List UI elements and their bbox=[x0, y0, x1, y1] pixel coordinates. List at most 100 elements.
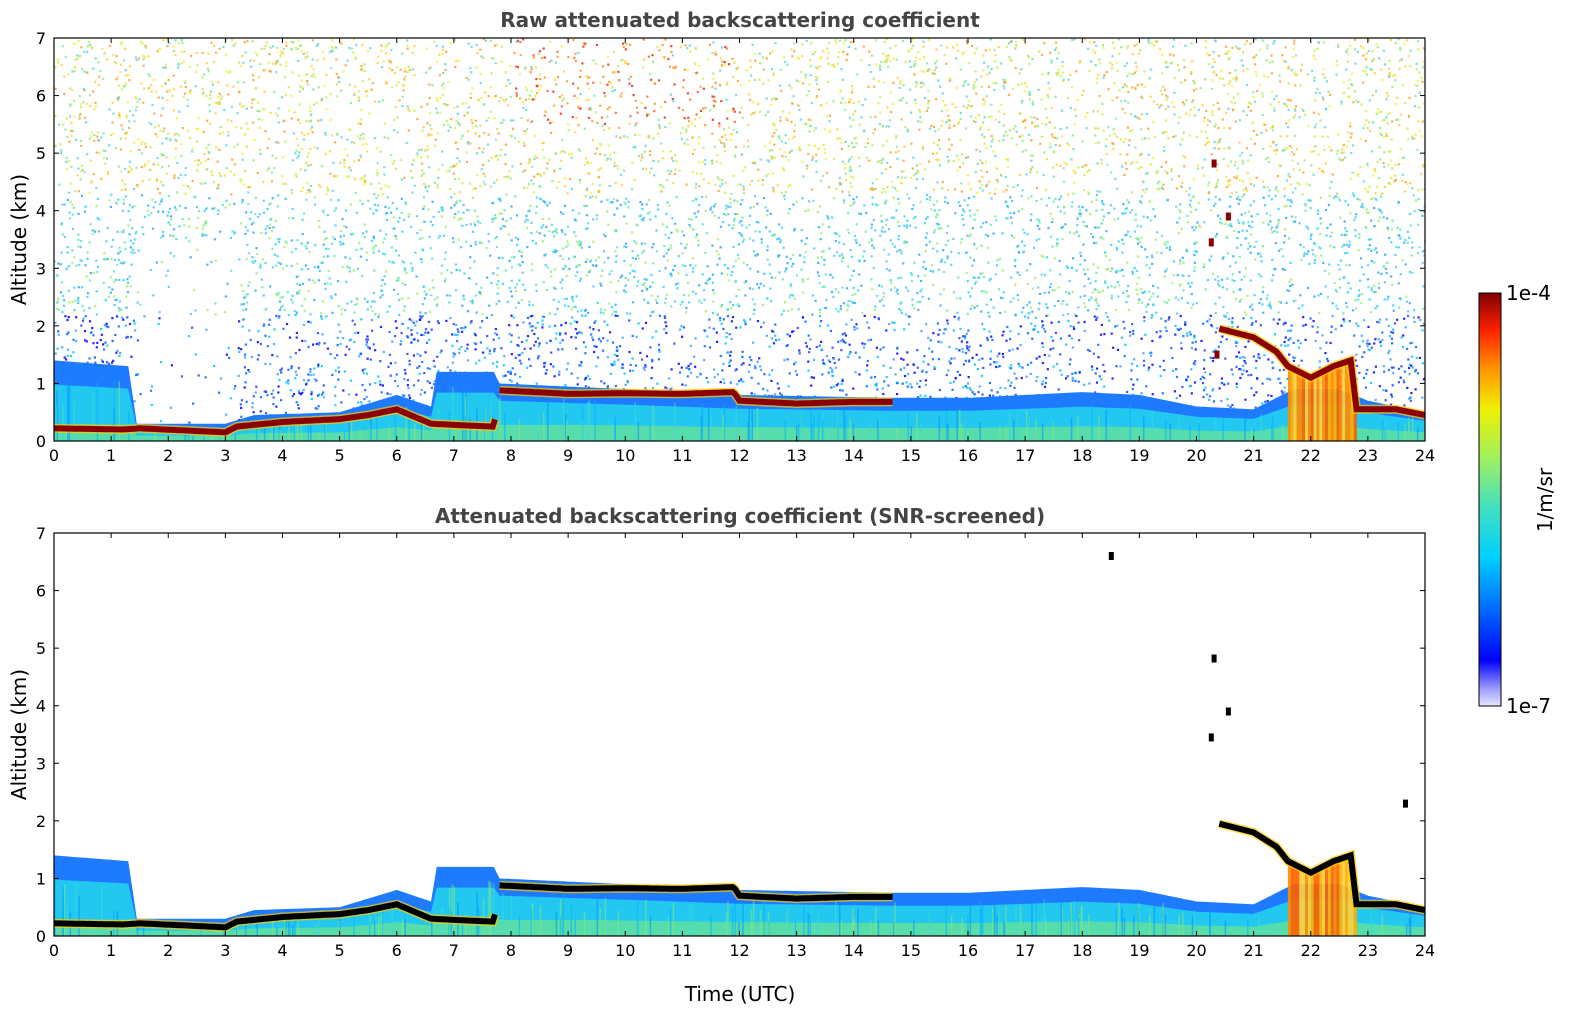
noise-pixel bbox=[1287, 126, 1290, 129]
noise-pixel bbox=[183, 50, 186, 53]
noise-pixel bbox=[428, 83, 431, 86]
noise-pixel bbox=[997, 288, 1001, 291]
noise-pixel bbox=[543, 114, 546, 117]
noise-pixel bbox=[454, 142, 457, 145]
noise-pixel bbox=[1368, 349, 1372, 352]
noise-pixel bbox=[1378, 146, 1381, 149]
noise-pixel bbox=[298, 292, 301, 295]
noise-pixel bbox=[129, 246, 132, 249]
noise-pixel bbox=[1193, 261, 1196, 264]
noise-pixel bbox=[967, 156, 970, 159]
noise-pixel bbox=[918, 109, 921, 112]
noise-pixel bbox=[165, 274, 168, 277]
noise-pixel bbox=[125, 132, 128, 135]
noise-pixel bbox=[282, 47, 285, 50]
noise-pixel bbox=[1275, 94, 1278, 98]
noise-pixel bbox=[322, 391, 325, 394]
noise-pixel bbox=[353, 311, 356, 314]
noise-pixel bbox=[1346, 96, 1349, 99]
noise-pixel bbox=[1347, 245, 1350, 249]
noise-pixel bbox=[1261, 303, 1264, 306]
noise-pixel bbox=[731, 316, 735, 319]
noise-pixel bbox=[474, 187, 477, 190]
noise-pixel bbox=[1058, 259, 1061, 263]
noise-pixel bbox=[715, 331, 718, 334]
noise-pixel bbox=[383, 275, 386, 278]
noise-pixel bbox=[309, 374, 312, 377]
noise-pixel bbox=[732, 174, 735, 178]
noise-pixel bbox=[955, 86, 958, 90]
noise-pixel bbox=[1420, 188, 1424, 191]
noise-pixel bbox=[493, 348, 496, 351]
noise-pixel bbox=[1422, 210, 1425, 214]
noise-pixel bbox=[376, 147, 379, 150]
noise-pixel bbox=[1240, 243, 1243, 247]
noise-pixel bbox=[793, 124, 797, 127]
noise-pixel bbox=[756, 283, 759, 286]
noise-pixel bbox=[82, 87, 85, 91]
noise-pixel bbox=[444, 225, 447, 228]
noise-pixel bbox=[100, 359, 103, 362]
noise-pixel bbox=[719, 162, 722, 165]
noise-pixel bbox=[182, 95, 185, 98]
noise-pixel bbox=[730, 192, 733, 195]
noise-pixel bbox=[1037, 88, 1040, 91]
noise-pixel bbox=[72, 99, 76, 103]
noise-pixel bbox=[1285, 147, 1288, 150]
noise-pixel bbox=[225, 38, 228, 41]
noise-pixel bbox=[1384, 267, 1388, 270]
noise-pixel bbox=[69, 200, 72, 204]
noise-pixel bbox=[720, 272, 723, 275]
noise-pixel bbox=[998, 121, 1001, 124]
noise-pixel bbox=[334, 404, 337, 407]
noise-pixel bbox=[623, 372, 626, 375]
noise-pixel bbox=[254, 196, 257, 199]
noise-pixel bbox=[613, 310, 616, 313]
noise-pixel bbox=[579, 75, 582, 78]
noise-pixel bbox=[242, 308, 245, 312]
noise-pixel bbox=[945, 373, 948, 377]
noise-pixel bbox=[650, 78, 653, 81]
noise-pixel bbox=[1333, 281, 1336, 284]
noise-pixel bbox=[522, 141, 526, 145]
noise-pixel bbox=[1265, 59, 1268, 62]
noise-pixel bbox=[1226, 92, 1229, 95]
noise-pixel bbox=[1036, 171, 1039, 174]
noise-pixel bbox=[423, 205, 426, 208]
noise-pixel bbox=[1277, 221, 1280, 224]
noise-pixel bbox=[815, 170, 818, 173]
noise-pixel bbox=[83, 89, 86, 92]
noise-pixel bbox=[380, 44, 383, 47]
noise-pixel bbox=[57, 298, 60, 301]
noise-pixel bbox=[128, 275, 131, 278]
noise-pixel bbox=[863, 129, 866, 132]
noise-pixel bbox=[148, 75, 151, 78]
noise-pixel bbox=[379, 360, 382, 363]
noise-pixel bbox=[415, 215, 418, 218]
noise-pixel bbox=[319, 261, 322, 264]
noise-pixel bbox=[644, 261, 647, 264]
noise-pixel bbox=[381, 294, 384, 297]
noise-pixel bbox=[1139, 200, 1142, 203]
noise-pixel bbox=[778, 271, 781, 274]
noise-pixel bbox=[634, 145, 637, 148]
noise-pixel bbox=[670, 170, 673, 173]
noise-pixel bbox=[857, 100, 860, 103]
noise-pixel bbox=[1211, 325, 1214, 328]
noise-pixel bbox=[1339, 216, 1342, 219]
noise-pixel bbox=[134, 56, 137, 59]
noise-pixel bbox=[286, 290, 289, 294]
noise-pixel bbox=[77, 296, 80, 299]
noise-pixel bbox=[137, 138, 140, 141]
noise-pixel bbox=[741, 235, 744, 238]
noise-pixel bbox=[887, 384, 890, 387]
noise-pixel bbox=[117, 95, 120, 98]
noise-pixel bbox=[1142, 352, 1145, 355]
noise-pixel bbox=[337, 280, 340, 283]
noise-pixel bbox=[488, 352, 491, 355]
noise-pixel bbox=[661, 44, 664, 47]
noise-pixel bbox=[264, 390, 268, 393]
noise-pixel bbox=[1285, 105, 1288, 108]
noise-pixel bbox=[930, 208, 933, 211]
noise-pixel bbox=[407, 129, 410, 132]
